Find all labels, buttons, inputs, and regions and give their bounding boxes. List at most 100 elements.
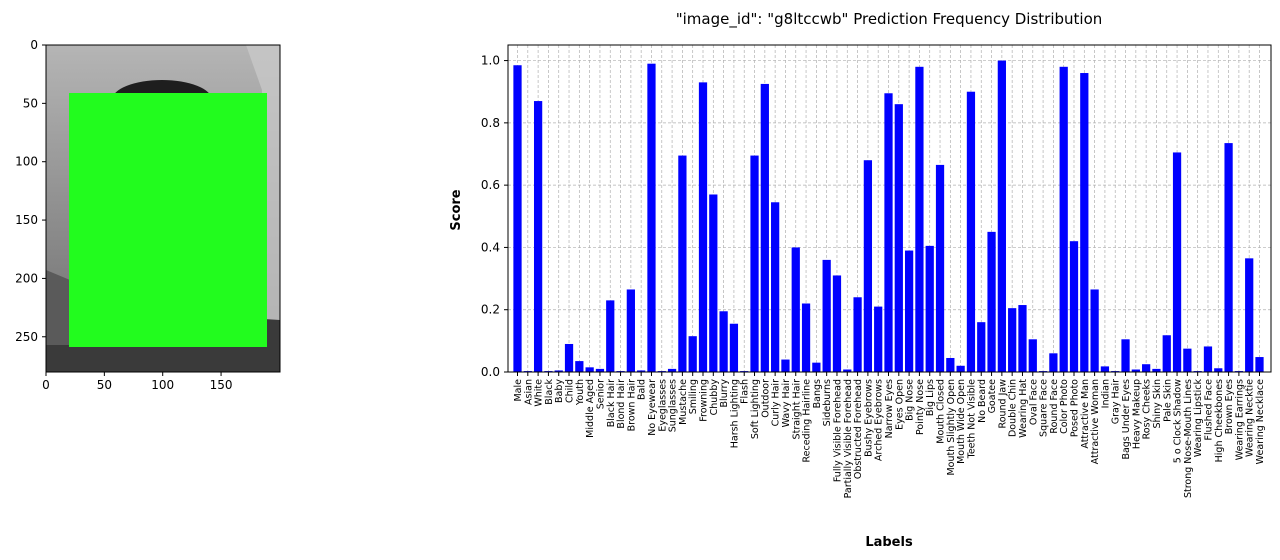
y-tick-label: 0.0 (481, 365, 500, 379)
y-tick-label: 0.4 (481, 240, 500, 254)
bar (637, 370, 646, 372)
x-axis-label: Labels (865, 535, 913, 550)
bar (667, 368, 677, 372)
bar (1028, 339, 1037, 372)
image-y-axis: 0 50 100 150 200 250 (15, 38, 46, 344)
bar (874, 306, 883, 372)
x-tick-label: Bald (637, 379, 648, 400)
x-tick-label: Indian (1100, 379, 1111, 408)
bar (688, 336, 697, 372)
x-tick-label: Oval Face (1028, 379, 1039, 425)
x-tick-label: Eyeglasses (657, 379, 668, 432)
bar (1069, 241, 1079, 372)
bar (1255, 357, 1264, 372)
bar (1059, 66, 1068, 373)
bar (564, 343, 574, 372)
x-tick-label: Round Face (1049, 379, 1060, 434)
bar (771, 202, 780, 372)
plot-frame (507, 44, 1272, 373)
x-tick-label: Mouth Closed (936, 379, 947, 444)
x-tick-label: Wearing Necktie (1245, 379, 1256, 457)
x-tick-label: Color Photo (1059, 379, 1070, 434)
bar (719, 311, 728, 372)
x-tick-label: Soft Lighting (750, 379, 761, 439)
y-tick-label: 0.6 (481, 178, 500, 192)
bar (791, 247, 800, 372)
face-mask-rectangle (69, 93, 267, 347)
x-tick-label: Pointy Nose (915, 379, 926, 435)
bar (1152, 368, 1161, 372)
x-tick-label: Flushed Face (1203, 379, 1214, 441)
bar (1162, 335, 1171, 372)
bar (946, 357, 955, 372)
bar (729, 323, 739, 372)
bar (709, 194, 718, 372)
image-x-tick-label: 50 (97, 378, 112, 392)
x-tick-label: Mouth Wide Open (956, 379, 967, 464)
bar (1018, 305, 1027, 372)
image-y-tick-label: 150 (15, 213, 38, 227)
x-tick-label: Double Chin (1008, 379, 1019, 437)
bar (1080, 73, 1089, 373)
bar (1131, 369, 1140, 372)
x-tick-label: 5 o Clock Shadow (1173, 379, 1184, 463)
y-axis-label: Score (449, 189, 464, 230)
x-tick-label: Receding Hairline (802, 379, 813, 463)
bar (884, 93, 893, 373)
x-tick-label: Frowning (699, 379, 710, 422)
x-tick-label: Flash (740, 379, 751, 404)
x-tick-label: Black (544, 379, 555, 405)
bar (863, 160, 873, 372)
image-y-tick-label: 250 (15, 330, 38, 344)
chart-bars (513, 60, 1264, 373)
bar (647, 63, 656, 372)
x-tick-label: Strong Nose-Mouth Lines (1183, 379, 1194, 498)
x-tick-label: Rosy Cheeks (1142, 379, 1153, 439)
bar (1100, 366, 1110, 372)
x-tick-label: Curly Hair (771, 379, 782, 426)
bar (1224, 143, 1233, 372)
bar (1090, 289, 1099, 372)
image-y-tick-label: 200 (15, 271, 38, 285)
x-tick-label: Senior (595, 379, 606, 409)
x-tick-label: No Beard (977, 379, 988, 423)
x-tick-label: Asian (523, 379, 534, 405)
bar (595, 368, 605, 372)
x-tick-label: Blond Hair (616, 379, 627, 429)
x-tick-label: Posed Photo (1070, 379, 1081, 437)
x-tick-label: Square Face (1039, 379, 1050, 437)
x-tick-label: Outdoor (760, 379, 771, 418)
x-tick-label: Mustache (678, 379, 689, 425)
x-tick-label: Male (513, 379, 524, 402)
x-tick-label: Heavy Makeup (1131, 379, 1142, 449)
x-tick-label: Fully Visible Forehead (832, 379, 843, 482)
bar (843, 369, 852, 372)
x-tick-label: Wavy Hair (781, 379, 792, 427)
bar (915, 66, 924, 373)
image-x-tick-label: 150 (210, 378, 233, 392)
x-tick-label: Chubby (709, 379, 720, 416)
x-tick-label: Attractive Man (1080, 379, 1091, 449)
bar (1121, 339, 1130, 372)
bar (853, 297, 862, 372)
bar (987, 231, 996, 372)
x-tick-label: Middle Aged (585, 379, 596, 438)
bar (1245, 258, 1254, 372)
x-tick-label: Youth (575, 379, 586, 406)
bar (1142, 364, 1151, 372)
x-tick-label: Goatee (987, 379, 998, 414)
x-tick-label: Pale Skin (1162, 379, 1173, 422)
bar (606, 300, 615, 372)
x-tick-label: Attractive Woman (1090, 379, 1101, 464)
x-tick-label: Sideburns (822, 379, 833, 426)
bar (533, 101, 543, 373)
x-tick-label: Wearing Necklace (1255, 379, 1266, 464)
y-tick-label: 0.2 (481, 303, 500, 317)
x-tick-label: Teeth Not Visible (966, 379, 977, 459)
bar (925, 245, 934, 372)
x-tick-label: Shiny Skin (1152, 379, 1163, 429)
bar (698, 82, 708, 372)
x-tick-label: Child (565, 379, 576, 403)
bar (935, 164, 945, 372)
x-tick-label: Eyes Open (894, 379, 905, 430)
